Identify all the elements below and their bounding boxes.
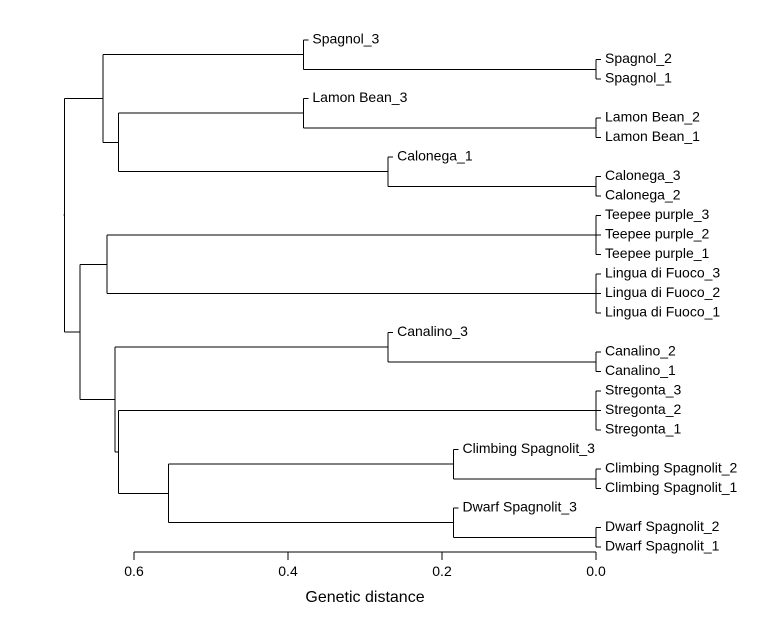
- axis-tick-label-3: 0.0: [586, 563, 606, 579]
- dendrogram-branches: [63, 39, 601, 548]
- leaf-label-canalino-3: Canalino_3: [397, 323, 468, 339]
- leaf-label-teepee-purple-1: Teepee purple_1: [605, 245, 710, 261]
- leaf-label-calonega-1: Calonega_1: [397, 148, 473, 164]
- leaf-label-stregonta-3: Stregonta_3: [605, 382, 681, 398]
- leaf-label-lingua-di-fuoco-1: Lingua di Fuoco_1: [605, 304, 720, 320]
- leaf-label-climbing-spagnolit-3: Climbing Spagnolit_3: [463, 440, 596, 456]
- leaf-label-dwarf-spagnolit-2: Dwarf Spagnolit_2: [605, 518, 720, 534]
- leaf-labels: Spagnol_3 Spagnol_2 Spagnol_1 Lamon Bean_3 L…: [312, 31, 737, 554]
- leaf-label-lamon-bean-3: Lamon Bean_3: [312, 89, 407, 105]
- leaf-label-spagnol-1: Spagnol_1: [605, 70, 672, 86]
- leaf-label-teepee-purple-2: Teepee purple_2: [605, 226, 710, 242]
- leaf-label-calonega-3: Calonega_3: [605, 167, 681, 183]
- x-axis-title: Genetic distance: [305, 589, 424, 606]
- leaf-label-dwarf-spagnolit-1: Dwarf Spagnolit_1: [605, 538, 720, 554]
- leaf-label-canalino-1: Canalino_1: [605, 362, 676, 378]
- leaf-label-lingua-di-fuoco-2: Lingua di Fuoco_2: [605, 284, 720, 300]
- leaf-label-lamon-bean-1: Lamon Bean_1: [605, 128, 700, 144]
- leaf-label-climbing-spagnolit-2: Climbing Spagnolit_2: [605, 460, 738, 476]
- leaf-label-lamon-bean-2: Lamon Bean_2: [605, 109, 700, 125]
- leaf-label-climbing-spagnolit-1: Climbing Spagnolit_1: [605, 479, 738, 495]
- leaf-label-lingua-di-fuoco-3: Lingua di Fuoco_3: [605, 265, 720, 281]
- distance-axis: 0.6 0.4 0.2 0.0: [124, 551, 606, 579]
- axis-ticks: 0.6 0.4 0.2 0.0: [124, 552, 606, 579]
- leaf-label-spagnol-3: Spagnol_3: [312, 31, 379, 47]
- leaf-label-dwarf-spagnolit-3: Dwarf Spagnolit_3: [463, 499, 578, 515]
- axis-tick-label-1: 0.4: [278, 563, 298, 579]
- axis-tick-label-0: 0.6: [124, 563, 144, 579]
- leaf-label-stregonta-1: Stregonta_1: [605, 421, 681, 437]
- leaf-label-stregonta-2: Stregonta_2: [605, 401, 681, 417]
- axis-tick-label-2: 0.2: [432, 563, 452, 579]
- leaf-label-teepee-purple-3: Teepee purple_3: [605, 206, 710, 222]
- leaf-label-canalino-2: Canalino_2: [605, 343, 676, 359]
- leaf-label-calonega-2: Calonega_2: [605, 187, 681, 203]
- leaf-label-spagnol-2: Spagnol_2: [605, 50, 672, 66]
